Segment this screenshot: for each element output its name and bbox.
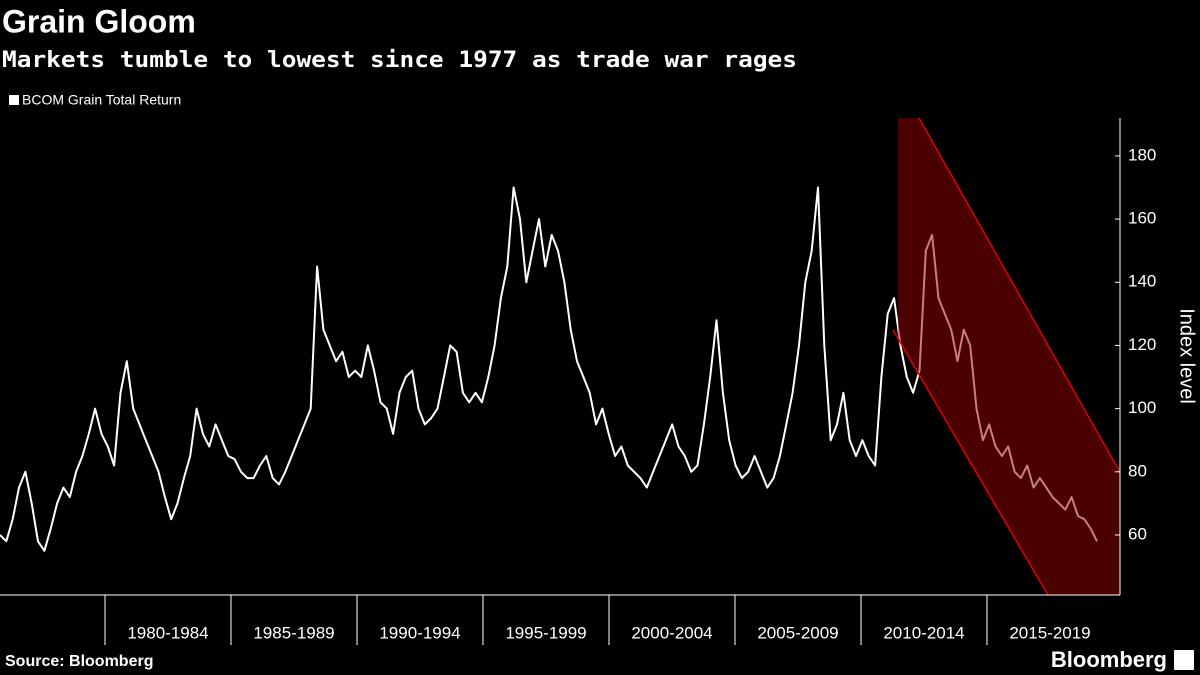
y-tick-label: 160 (1128, 209, 1156, 228)
trend-channel (898, 118, 1120, 595)
y-tick-label: 120 (1128, 335, 1156, 354)
y-tick-label: 60 (1128, 524, 1147, 543)
series-line (0, 186, 1098, 552)
y-tick-label: 80 (1128, 461, 1147, 480)
brand-icon (1174, 650, 1194, 670)
channel-lower (892, 329, 1049, 596)
x-tick-label: 1990-1994 (379, 623, 460, 642)
brand: Bloomberg (1051, 647, 1167, 672)
x-tick-label: 2000-2004 (631, 623, 712, 642)
chart-subtitle: Markets tumble to lowest since 1977 as t… (2, 48, 797, 73)
x-tick-label: 2005-2009 (757, 623, 838, 642)
x-tick-label: 1995-1999 (505, 623, 586, 642)
legend-label: BCOM Grain Total Return (22, 92, 181, 108)
y-tick-label: 100 (1128, 398, 1156, 417)
y-tick-label: 180 (1128, 145, 1156, 164)
source: Source: Bloomberg (5, 653, 153, 670)
chart-title: Grain Gloom (2, 3, 196, 39)
x-tick-label: 2010-2014 (883, 623, 964, 642)
x-tick-label: 1980-1984 (127, 623, 208, 642)
x-tick-label: 2015-2019 (1009, 623, 1090, 642)
channel-upper (918, 117, 1121, 473)
legend-swatch (9, 95, 19, 105)
y-axis-label: Index level (1176, 308, 1198, 404)
plot (0, 186, 1098, 552)
y-tick-label: 140 (1128, 272, 1156, 291)
x-tick-label: 1985-1989 (253, 623, 334, 642)
